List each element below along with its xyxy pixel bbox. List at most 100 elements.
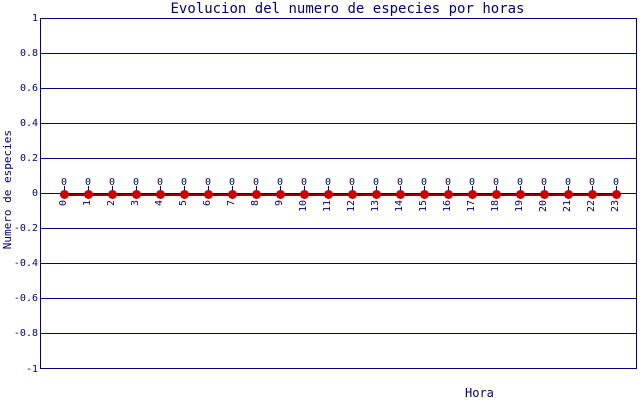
point-value-label: 0 <box>156 177 164 188</box>
point-value-label: 0 <box>444 177 452 188</box>
x-tick-label: 18 <box>490 200 501 213</box>
data-point-marker <box>588 190 597 199</box>
point-value-label: 0 <box>564 177 572 188</box>
series-line-segment <box>448 194 472 196</box>
data-point-marker <box>348 190 357 199</box>
data-point-marker <box>468 190 477 199</box>
data-point-marker <box>540 190 549 199</box>
plot-area <box>40 18 637 369</box>
point-value-label: 0 <box>420 177 428 188</box>
gridline <box>41 158 636 159</box>
gridline <box>41 193 636 194</box>
x-tick-label: 0 <box>58 200 69 207</box>
data-point-marker <box>324 190 333 199</box>
x-tick-label: 22 <box>586 200 597 213</box>
point-value-label: 0 <box>108 177 116 188</box>
point-value-label: 0 <box>396 177 404 188</box>
x-tick-label: 12 <box>346 200 357 213</box>
x-tick-label: 19 <box>514 200 525 213</box>
x-tick-label: 5 <box>178 200 189 207</box>
data-point-marker <box>60 190 69 199</box>
data-point-marker <box>108 190 117 199</box>
series-line-segment <box>520 194 544 196</box>
series-line-segment <box>280 194 304 196</box>
y-tick-label: -1 <box>25 364 38 375</box>
x-tick-label: 10 <box>298 200 309 213</box>
y-tick-label: 0 <box>31 188 38 199</box>
gridline <box>41 263 636 264</box>
data-point-marker <box>132 190 141 199</box>
series-line-segment <box>352 194 376 196</box>
point-value-label: 0 <box>84 177 92 188</box>
series-line-segment <box>160 194 184 196</box>
x-tick-label: 11 <box>322 200 333 213</box>
data-point-marker <box>300 190 309 199</box>
gridline <box>41 298 636 299</box>
series-line-segment <box>328 194 352 196</box>
x-axis-label: Hora <box>465 386 494 400</box>
y-tick-label: 0.6 <box>19 83 38 94</box>
series-line-segment <box>184 194 208 196</box>
point-value-label: 0 <box>300 177 308 188</box>
y-tick-label: 1 <box>31 13 38 24</box>
data-point-marker <box>420 190 429 199</box>
data-point-marker <box>252 190 261 199</box>
series-line-segment <box>544 194 568 196</box>
point-value-label: 0 <box>348 177 356 188</box>
data-point-marker <box>444 190 453 199</box>
x-tick-label: 16 <box>442 200 453 213</box>
series-line-segment <box>424 194 448 196</box>
x-tick-label: 9 <box>274 200 285 207</box>
series-line-segment <box>592 194 616 196</box>
series-line-segment <box>496 194 520 196</box>
data-point-marker <box>84 190 93 199</box>
data-point-marker <box>564 190 573 199</box>
point-value-label: 0 <box>492 177 500 188</box>
series-line-segment <box>112 194 136 196</box>
data-point-marker <box>396 190 405 199</box>
y-tick-label: -0.4 <box>13 258 38 269</box>
point-value-label: 0 <box>132 177 140 188</box>
data-point-marker <box>372 190 381 199</box>
series-line-segment <box>568 194 592 196</box>
data-point-marker <box>492 190 501 199</box>
point-value-label: 0 <box>204 177 212 188</box>
y-tick-label: 0.8 <box>19 48 38 59</box>
data-point-marker <box>228 190 237 199</box>
point-value-label: 0 <box>324 177 332 188</box>
series-line-segment <box>304 194 328 196</box>
point-value-label: 0 <box>612 177 620 188</box>
series-line-segment <box>208 194 232 196</box>
point-value-label: 0 <box>540 177 548 188</box>
data-point-marker <box>204 190 213 199</box>
series-line-segment <box>88 194 112 196</box>
x-tick-label: 3 <box>130 200 141 207</box>
gridline <box>41 53 636 54</box>
x-tick-label: 14 <box>394 200 405 213</box>
series-line-segment <box>136 194 160 196</box>
y-tick-label: 0.2 <box>19 153 38 164</box>
x-tick-label: 20 <box>538 200 549 213</box>
x-tick-label: 21 <box>562 200 573 213</box>
point-value-label: 0 <box>228 177 236 188</box>
point-value-label: 0 <box>372 177 380 188</box>
point-value-label: 0 <box>180 177 188 188</box>
gridline <box>41 333 636 334</box>
y-tick-label: -0.8 <box>13 328 38 339</box>
x-tick-label: 7 <box>226 200 237 207</box>
x-tick-label: 8 <box>250 200 261 207</box>
data-point-marker <box>156 190 165 199</box>
x-tick-label: 13 <box>370 200 381 213</box>
series-line-segment <box>472 194 496 196</box>
gridline <box>41 88 636 89</box>
x-tick-label: 17 <box>466 200 477 213</box>
data-point-marker <box>180 190 189 199</box>
point-value-label: 0 <box>516 177 524 188</box>
y-tick-label: -0.2 <box>13 223 38 234</box>
data-point-marker <box>516 190 525 199</box>
data-point-marker <box>612 190 621 199</box>
x-tick-label: 15 <box>418 200 429 213</box>
point-value-label: 0 <box>468 177 476 188</box>
point-value-label: 0 <box>588 177 596 188</box>
